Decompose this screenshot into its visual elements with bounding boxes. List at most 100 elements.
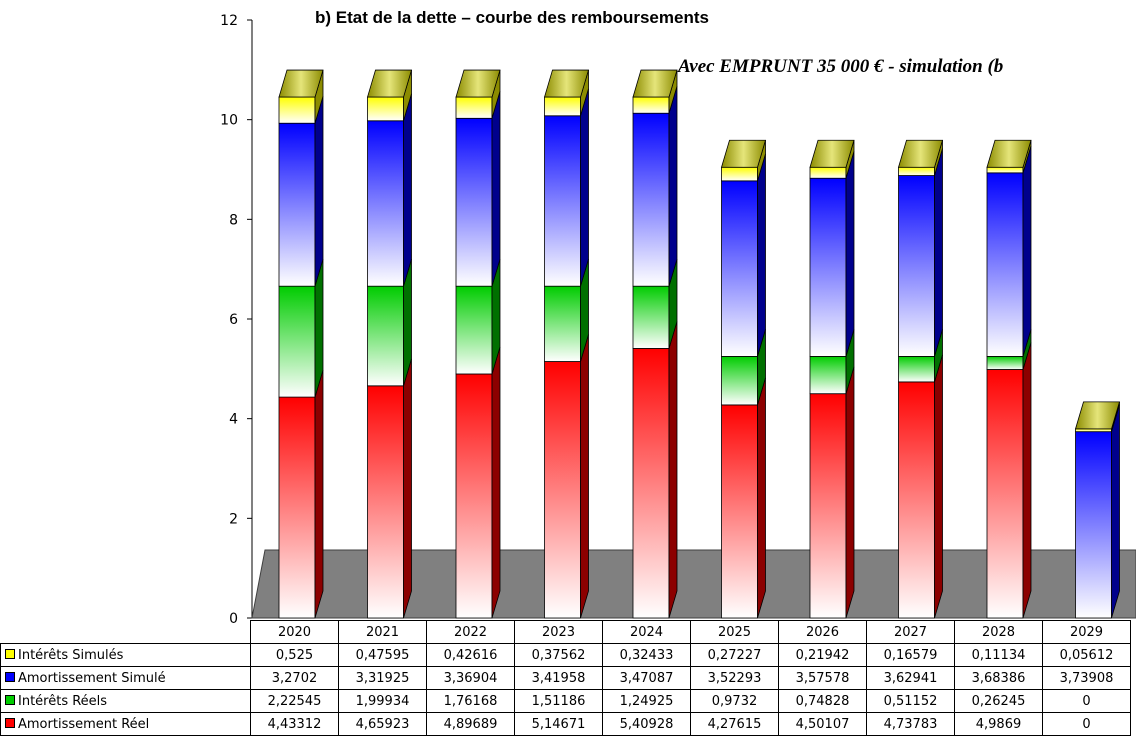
bar-segment-amortissement-simul--2026 <box>809 177 847 357</box>
legend-swatch-icon <box>5 671 15 682</box>
data-label: 3,41958 <box>514 666 603 690</box>
y-tick-label: 12 <box>220 13 238 29</box>
bar-segment-amortissement-simul--2022 <box>455 117 493 287</box>
category-label: 2020 <box>250 620 339 644</box>
table-row: Amortissement Réel 4,43312 4,65923 4,89689 5… <box>0 712 1131 736</box>
bar-side-2021 <box>403 93 412 287</box>
category-label: 2022 <box>426 620 515 644</box>
data-label: 3,73908 <box>1042 666 1131 690</box>
bar-segment-amortissement-simul--2025 <box>721 180 758 357</box>
bar-side-2022 <box>491 346 501 619</box>
data-label: 3,47087 <box>602 666 691 690</box>
bar-segment-amortissement-r-el-2020 <box>278 396 316 619</box>
data-table: 2020 2021 2022 2023 2024 2025 2026 2027 2028 2029… <box>0 620 1131 736</box>
bar-side-2020 <box>314 369 324 619</box>
y-tick-label: 0 <box>229 611 238 627</box>
data-label: 0,9732 <box>690 689 779 713</box>
bar-side-2026 <box>845 151 855 357</box>
data-label: 0,47595 <box>338 643 427 667</box>
bar-segment-int-r-ts-simul-s-2026 <box>809 166 847 179</box>
bar-segment-amortissement-simul--2020 <box>278 122 316 287</box>
bar-segment-int-r-ts-r-els-2025 <box>721 356 758 406</box>
bar-top-2020 <box>278 69 324 98</box>
bar-side-2025 <box>757 153 766 357</box>
y-tick-label: 10 <box>220 113 238 129</box>
data-label: 0,525 <box>250 643 339 667</box>
data-label: 0 <box>1042 689 1131 713</box>
data-label: 3,2702 <box>250 666 339 690</box>
legend-entry: Amortissement Simulé <box>0 666 251 690</box>
data-label: 4,65923 <box>338 712 427 736</box>
data-label: 5,40928 <box>602 712 691 736</box>
data-label: 5,14671 <box>514 712 603 736</box>
bar-side-2025 <box>757 377 766 619</box>
bar-side-2028 <box>1022 145 1032 357</box>
bar-segment-amortissement-simul--2028 <box>986 172 1024 357</box>
bar-top-2028 <box>986 139 1032 168</box>
bar-segment-int-r-ts-r-els-2022 <box>455 285 493 375</box>
legend-label: Intérêts Simulés <box>18 647 124 663</box>
y-tick-label: 2 <box>229 511 238 527</box>
bar-segment-amortissement-r-el-2025 <box>721 404 758 619</box>
category-label: 2025 <box>690 620 779 644</box>
data-label: 0,11134 <box>954 643 1043 667</box>
bar-segment-int-r-ts-simul-s-2022 <box>455 96 493 119</box>
table-corner <box>1 621 251 644</box>
bar-segment-amortissement-simul--2029 <box>1075 431 1112 619</box>
bar-segment-int-r-ts-r-els-2023 <box>544 285 581 362</box>
data-label: 1,76168 <box>426 689 515 713</box>
bar-segment-amortissement-simul--2027 <box>898 175 935 357</box>
data-label: 0 <box>1042 712 1131 736</box>
bar-side-2029 <box>1111 404 1120 619</box>
category-label: 2026 <box>778 620 867 644</box>
bar-segment-int-r-ts-r-els-2021 <box>367 285 404 387</box>
bar-segment-int-r-ts-simul-s-2020 <box>278 96 316 124</box>
legend-swatch-icon <box>5 694 15 705</box>
legend-swatch-icon <box>5 648 15 659</box>
bar-segment-int-r-ts-r-els-2027 <box>898 356 935 383</box>
bar-top-2026 <box>809 139 855 168</box>
bar-segment-int-r-ts-simul-s-2027 <box>898 166 935 176</box>
chart-title: b) Etat de la dette – courbe des rembour… <box>315 8 709 27</box>
bar-segment-amortissement-r-el-2024 <box>632 348 670 619</box>
legend-entry: Amortissement Réel <box>0 712 251 736</box>
data-label: 4,27615 <box>690 712 779 736</box>
bar-segment-amortissement-r-el-2021 <box>367 385 404 619</box>
bar-side-2020 <box>314 96 324 287</box>
bar-side-2028 <box>1022 342 1032 619</box>
bar-segment-int-r-ts-r-els-2026 <box>809 356 847 395</box>
bar-segment-int-r-ts-r-els-2028 <box>986 356 1024 370</box>
data-label: 0,16579 <box>866 643 955 667</box>
data-label: 1,99934 <box>338 689 427 713</box>
data-label: 4,43312 <box>250 712 339 736</box>
legend-label: Amortissement Simulé <box>18 670 166 686</box>
bar-side-2023 <box>580 334 589 619</box>
bar-side-2023 <box>580 88 589 287</box>
data-label: 0,37562 <box>514 643 603 667</box>
bar-segment-int-r-ts-simul-s-2023 <box>544 96 581 117</box>
table-header-row: 2020 2021 2022 2023 2024 2025 2026 2027 2028 2029 <box>1 620 1131 644</box>
data-label: 3,57578 <box>778 666 867 690</box>
data-label: 1,24925 <box>602 689 691 713</box>
data-label: 3,31925 <box>338 666 427 690</box>
bar-side-2027 <box>934 148 943 357</box>
bar-segment-amortissement-simul--2023 <box>544 115 581 287</box>
y-tick-label: 8 <box>229 212 238 228</box>
data-label: 1,51186 <box>514 689 603 713</box>
data-label: 0,51152 <box>866 689 955 713</box>
data-label: 4,73783 <box>866 712 955 736</box>
data-label: 4,89689 <box>426 712 515 736</box>
y-tick-label: 6 <box>229 312 238 328</box>
legend-label: Intérêts Réels <box>18 693 108 709</box>
category-label: 2021 <box>338 620 427 644</box>
bar-segment-amortissement-simul--2021 <box>367 120 404 287</box>
data-label: 0,26245 <box>954 689 1043 713</box>
data-label: 2,22545 <box>250 689 339 713</box>
bar-segment-amortissement-r-el-2026 <box>809 393 847 619</box>
chart-subtitle: Avec EMPRUNT 35 000 € - simulation (b <box>678 56 1004 77</box>
legend-entry: Intérêts Réels <box>0 689 251 713</box>
bar-side-2027 <box>934 354 943 619</box>
bar-side-2024 <box>668 321 678 619</box>
data-label: 3,68386 <box>954 666 1043 690</box>
bar-top-2024 <box>632 69 678 98</box>
